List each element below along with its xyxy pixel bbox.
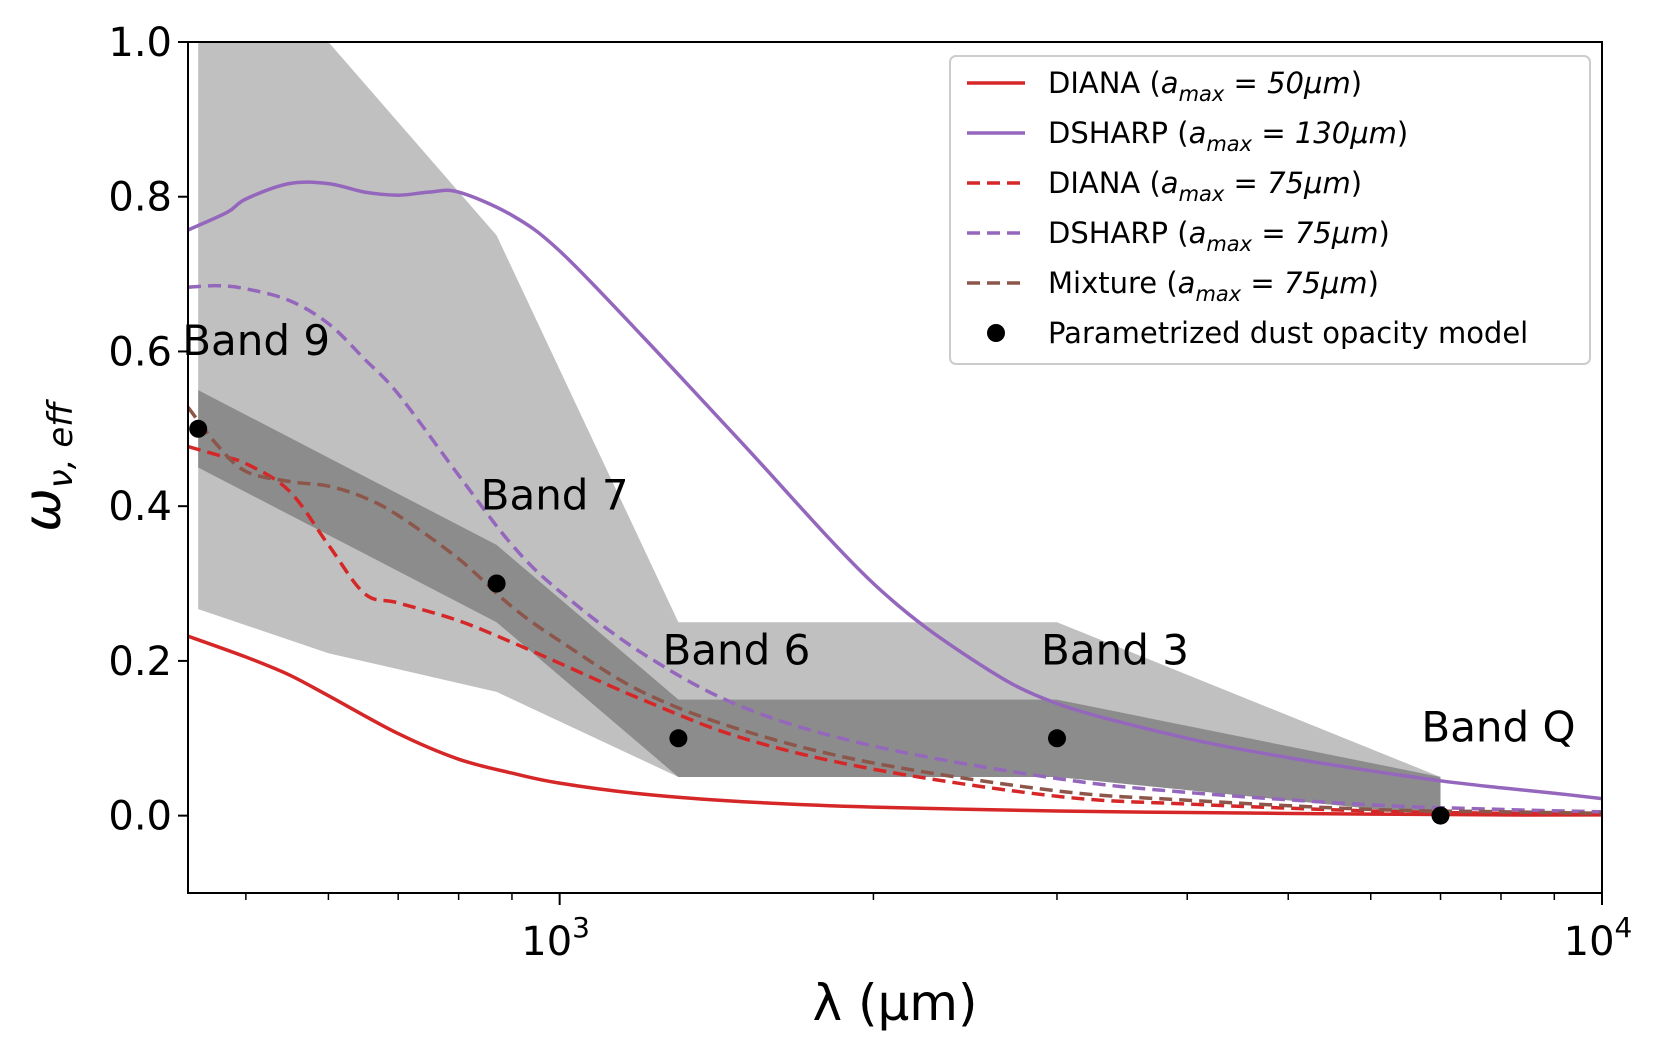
- y-tick-label-2: 0.2: [108, 639, 172, 685]
- legend-entry-3: DIANA (amax = 75μm): [1048, 166, 1362, 206]
- series-line-1: [188, 634, 1602, 817]
- y-axis-title: ων, eff: [13, 399, 81, 532]
- x-axis-title: λ (μm): [812, 974, 977, 1032]
- point-label-1: Band 9: [182, 316, 330, 365]
- legend-entry-1: DIANA (amax = 50μm): [1048, 66, 1362, 106]
- band-annotations: Band 9 Band 7 Band 6 Band 3 Band Q: [182, 316, 1575, 752]
- series-line-5: [188, 406, 1602, 816]
- point-label-5: Band Q: [1421, 703, 1575, 752]
- legend-entry-4: DSHARP (amax = 75μm): [1048, 216, 1390, 256]
- legend-frame: [949, 55, 1591, 365]
- legend-entry-points: Parametrized dust opacity model: [1048, 316, 1528, 350]
- data-point-3: [669, 729, 688, 748]
- data-point-4: [1048, 729, 1066, 748]
- series-lines: [188, 180, 1602, 817]
- y-tick-label-3: 0.4: [108, 484, 172, 530]
- y-tick-label-5: 0.8: [108, 175, 172, 221]
- data-point-5: [1431, 806, 1450, 825]
- x-tick-label-1: 103: [521, 911, 590, 965]
- x-tick-label-2: 104: [1564, 911, 1633, 965]
- x-axis: 103 104: [245, 893, 1633, 965]
- uncertainty-band-2: [198, 390, 1441, 816]
- plot-frame: [187, 41, 1603, 894]
- data-point-1: [189, 419, 208, 438]
- data-points: [189, 419, 1450, 825]
- data-point-2: [487, 574, 506, 593]
- series-line-2: [188, 180, 1602, 801]
- y-tick-label-4: 0.6: [108, 329, 172, 375]
- point-label-3: Band 6: [662, 625, 810, 674]
- y-axis-title-main: ω: [13, 488, 73, 532]
- y-tick-label-1: 0.0: [108, 794, 172, 840]
- legend-entry-5: Mixture (amax = 75μm): [1048, 266, 1379, 306]
- y-axis: 0.0 0.2 0.4 0.6 0.8 1.0: [108, 20, 188, 840]
- legend: DIANA (amax = 50μm) DSHARP (amax = 130μm)…: [949, 55, 1591, 365]
- svg-text:ων, eff: ων, eff: [13, 399, 81, 532]
- legend-swatch-points: [987, 324, 1005, 342]
- uncertainty-bands: [198, 42, 1441, 816]
- series-line-4: [188, 283, 1602, 814]
- point-label-4: Band 3: [1041, 625, 1189, 674]
- series-line-3: [188, 444, 1602, 816]
- point-label-2: Band 7: [481, 471, 629, 520]
- y-axis-title-sub: ν, eff: [41, 399, 81, 489]
- legend-entry-2: DSHARP (amax = 130μm): [1048, 116, 1408, 156]
- y-tick-label-6: 1.0: [108, 20, 172, 66]
